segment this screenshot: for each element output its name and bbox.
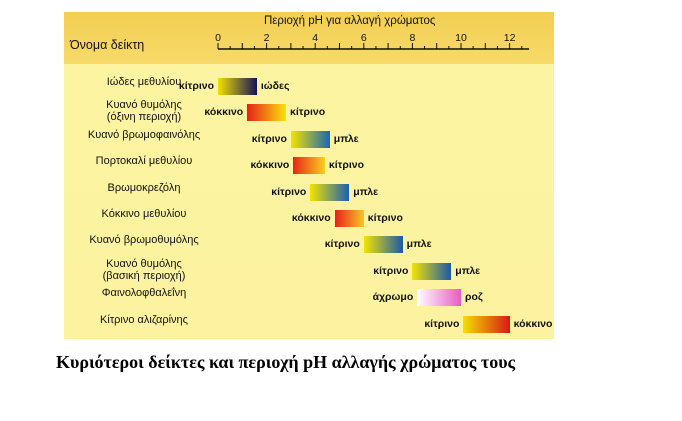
indicator-chart: Όνομα δείκτη Περιοχή pH για αλλαγή χρώμα… [64,12,554,339]
indicator-name: Κόκκινο μεθυλίου [101,208,187,220]
high-ph-color-label: ροζ [465,291,483,304]
color-range-bar [218,78,257,95]
high-ph-color-label: κόκκινο [513,317,553,330]
axis-tick-label: 12 [503,32,516,44]
color-range-bar [310,183,350,201]
indicator-name: Φαινολοφθαλεΐνη [101,287,187,300]
color-range-bar [363,236,403,254]
color-range-bar [293,157,325,175]
indicator-name: Κυανό βρωμοφαινόλης [87,128,201,141]
low-ph-color-label: άχρωμο [372,291,414,304]
low-ph-color-label: κίτρινο [251,132,287,145]
color-range-bar [290,130,330,148]
indicator-name: Βρωμοκρεζόλη [107,181,181,194]
high-ph-color-label: μπλε [455,264,481,277]
high-ph-color-label: ιώδες [260,80,290,92]
figure-caption: Κυριότεροι δείκτες και περιοχή pH αλλαγή… [56,352,516,372]
low-ph-color-label: κόκκινο [291,212,331,224]
ph-axis [217,43,530,50]
axis-tick-label: 6 [360,32,367,44]
high-ph-color-label: μπλε [333,132,359,145]
indicator-name: Κίτρινο αλιζαρίνης [100,313,188,326]
indicator-name: Κυανό θυμόλης (όξινη περιοχή) [106,99,182,124]
low-ph-color-label: κόκκινο [250,159,290,172]
color-range-bar [334,210,364,227]
high-ph-color-label: μπλε [406,238,432,251]
high-ph-color-label: κίτρινο [328,159,365,172]
indicator-name: Κυανό θυμόλης (βασική περιοχή) [102,257,186,282]
low-ph-color-label: κίτρινο [373,264,409,277]
indicator-name: Ιώδες μεθυλίου [106,76,182,88]
high-ph-color-label: κίτρινο [367,212,403,224]
indicator-name: Πορτοκαλί μεθυλίου [95,155,193,168]
indicator-name: Κυανό βρωμοθυμόλης [89,234,199,247]
low-ph-color-label: κίτρινο [324,238,360,251]
column-title: Όνομα δείκτη [70,38,145,52]
axis-tick-label: 4 [312,32,319,44]
high-ph-color-label: κίτρινο [290,106,326,119]
color-range-bar [247,104,287,122]
low-ph-color-label: κόκκινο [204,106,244,119]
axis-tick-label: 2 [263,32,270,44]
high-ph-color-label: μπλε [353,185,379,198]
color-range-bar [412,262,452,280]
axis-tick-label: 8 [409,32,416,44]
color-range-bar [417,289,461,307]
low-ph-color-label: κίτρινο [178,80,214,92]
low-ph-color-label: κίτρινο [271,185,307,198]
scale-title: Περιοχή pH για αλλαγή χρώματος [264,15,436,27]
axis-tick-label: 10 [455,32,467,44]
header-band [64,12,554,64]
low-ph-color-label: κίτρινο [424,317,460,330]
color-range-bar [463,315,510,333]
axis-tick-label: 0 [215,32,221,44]
